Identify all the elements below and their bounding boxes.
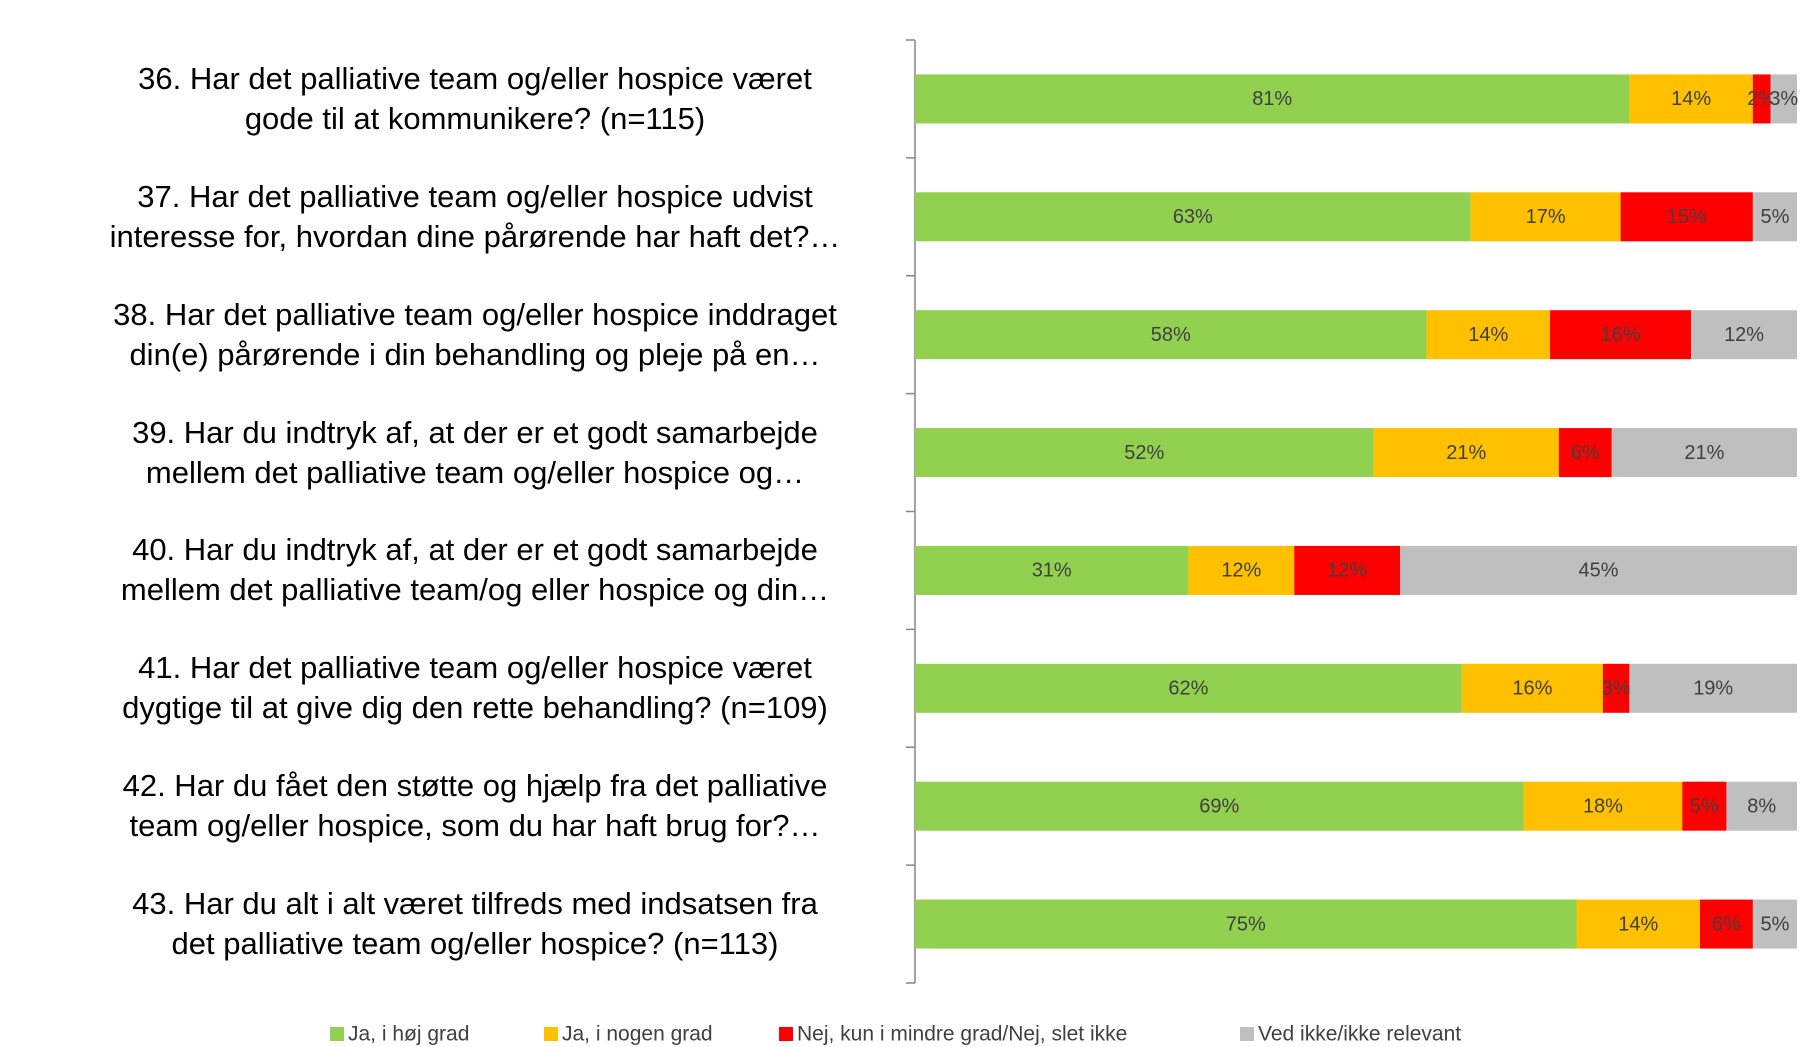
data-label: 52%	[1124, 442, 1164, 464]
bar-segment	[1620, 192, 1753, 242]
data-label: 5%	[1760, 206, 1789, 228]
bar-segment	[1461, 663, 1603, 713]
data-label: 6%	[1712, 913, 1741, 935]
data-label: 12%	[1221, 560, 1261, 582]
bar-segment	[915, 428, 1374, 478]
bar-segment	[915, 781, 1524, 831]
legend-label: Ja, i høj grad	[348, 1023, 469, 1046]
bar-segment	[1294, 545, 1401, 595]
data-label: 14%	[1468, 324, 1508, 346]
data-label: 5%	[1760, 913, 1789, 935]
legend-swatch	[544, 1027, 558, 1041]
data-label: 3%	[1769, 88, 1798, 110]
bar-segment	[1602, 663, 1630, 713]
bar-segment	[1523, 781, 1683, 831]
bar-segment	[1691, 310, 1797, 360]
category-label: 42. Har du fået den støtte og hjælp fra …	[122, 768, 828, 844]
category-label: 39. Har du indtryk af, at der er et godt…	[132, 414, 818, 490]
bar-segment	[1426, 310, 1551, 360]
bar-segment	[1752, 899, 1797, 949]
bar-segment	[915, 899, 1577, 949]
legend-swatch	[779, 1027, 793, 1041]
bar-segment	[1699, 899, 1753, 949]
data-label: 21%	[1446, 442, 1486, 464]
bar-segment	[1373, 428, 1559, 478]
category-label: 38. Har det palliative team og/eller hos…	[113, 296, 837, 372]
data-label: 31%	[1032, 560, 1072, 582]
data-label: 62%	[1168, 678, 1208, 700]
bar-segment	[1726, 781, 1797, 831]
bar-segment	[1558, 428, 1612, 478]
data-label: 6%	[1571, 442, 1600, 464]
bar-segment	[1629, 74, 1753, 124]
bar-segment	[1611, 428, 1797, 478]
data-label: 45%	[1579, 560, 1619, 582]
bar-segment	[915, 310, 1427, 360]
data-label: 3%	[1602, 678, 1631, 700]
data-label: 16%	[1601, 324, 1641, 346]
data-label: 19%	[1693, 678, 1733, 700]
data-label: 8%	[1747, 795, 1776, 817]
data-label: 81%	[1252, 88, 1292, 110]
data-label: 5%	[1690, 795, 1719, 817]
legend-label: Ja, i nogen grad	[562, 1023, 713, 1046]
data-label: 12%	[1724, 324, 1764, 346]
bar-segment	[1470, 192, 1621, 242]
legend-swatch	[330, 1027, 344, 1041]
bar-segment	[1188, 545, 1295, 595]
data-label: 58%	[1151, 324, 1191, 346]
bar-segment	[1682, 781, 1727, 831]
bar-segment	[1752, 192, 1797, 242]
bar-segment	[915, 192, 1471, 242]
data-label: 15%	[1667, 206, 1707, 228]
bar-segment	[915, 74, 1630, 124]
bar-segment	[1629, 663, 1797, 713]
legend-label: Ved ikke/ikke relevant	[1258, 1023, 1461, 1046]
bar-segment	[915, 663, 1462, 713]
bar-segment	[1770, 74, 1797, 124]
data-label: 75%	[1226, 913, 1266, 935]
bar-segment	[1400, 545, 1797, 595]
category-label: 43. Har du alt i alt været tilfreds med …	[132, 886, 818, 962]
bar-segment	[915, 545, 1189, 595]
category-label: 41. Har det palliative team og/eller hos…	[122, 650, 828, 726]
data-label: 69%	[1199, 795, 1239, 817]
data-label: 12%	[1327, 560, 1367, 582]
bar-segment	[1576, 899, 1700, 949]
bar-segment	[1752, 74, 1771, 124]
data-label: 17%	[1526, 206, 1566, 228]
bar-segment	[1550, 310, 1692, 360]
data-label: 14%	[1618, 913, 1658, 935]
data-label: 63%	[1173, 206, 1213, 228]
category-label: 36. Har det palliative team og/eller hos…	[138, 60, 812, 136]
data-label: 14%	[1671, 88, 1711, 110]
legend-swatch	[1240, 1027, 1254, 1041]
data-label: 2%	[1747, 88, 1776, 110]
category-label: 40. Har du indtryk af, at der er et godt…	[120, 532, 830, 608]
category-label: 37. Har det palliative team og/eller hos…	[109, 178, 841, 254]
data-label: 16%	[1512, 678, 1552, 700]
legend-label: Nej, kun i mindre grad/Nej, slet ikke	[797, 1023, 1127, 1046]
data-label: 21%	[1684, 442, 1724, 464]
data-label: 18%	[1583, 795, 1623, 817]
